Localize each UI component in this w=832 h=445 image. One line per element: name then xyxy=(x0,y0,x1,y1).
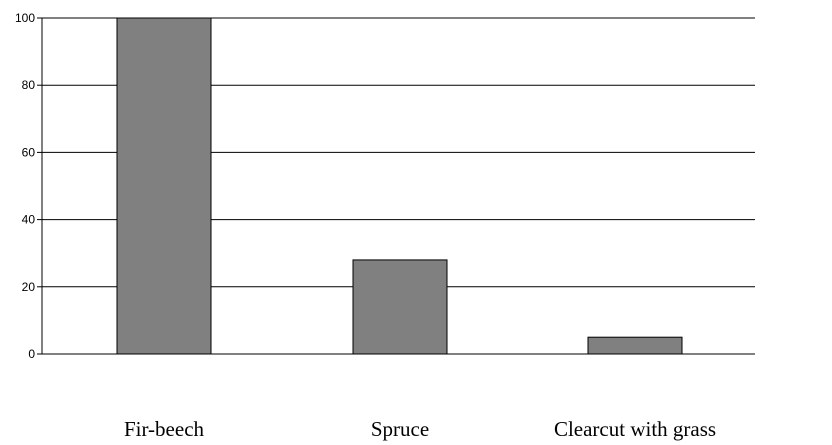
bar xyxy=(352,259,448,355)
y-tick-label: 60 xyxy=(22,145,36,159)
y-tick-label: 40 xyxy=(22,213,36,227)
bar xyxy=(587,336,683,355)
x-category-label: Fir-beech xyxy=(124,417,205,441)
x-category-label: Spruce xyxy=(371,417,429,441)
y-tick-label: 20 xyxy=(22,280,36,294)
category-labels: Fir-beech Spruce Clearcut with grass xyxy=(124,417,716,441)
y-tick-label: 0 xyxy=(28,347,35,361)
bars xyxy=(116,17,683,355)
x-category-label: Clearcut with grass xyxy=(554,417,716,441)
bar xyxy=(116,17,212,355)
y-tick-label: 100 xyxy=(15,11,35,25)
y-axis: 0 20 40 60 80 100 xyxy=(15,11,43,361)
y-tick-label: 80 xyxy=(22,78,36,92)
